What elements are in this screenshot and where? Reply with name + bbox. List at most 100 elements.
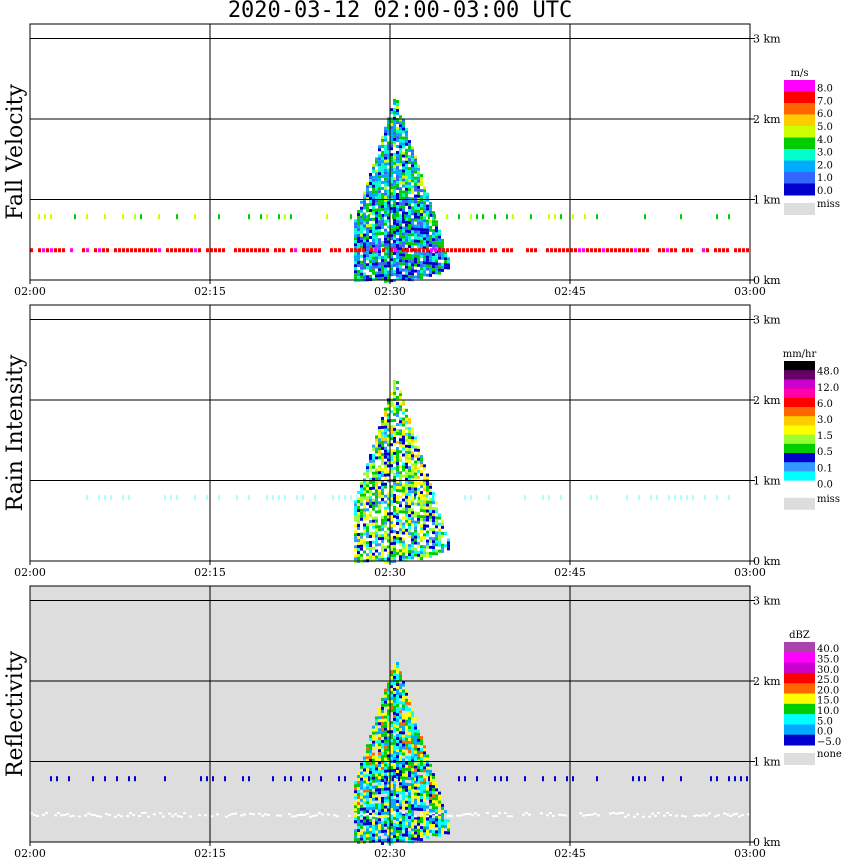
echo-cell: [384, 138, 387, 142]
noise-cell: [510, 815, 513, 818]
echo-cell: [405, 519, 408, 523]
echo-cell: [399, 519, 402, 523]
echo-cell: [369, 229, 372, 233]
echo-cell: [372, 758, 375, 762]
echo-cell: [357, 270, 360, 274]
echo-cell: [381, 784, 384, 788]
noise-cell: [642, 815, 645, 818]
echo-cell: [378, 253, 381, 257]
echo-cell: [432, 776, 435, 780]
echo-cell: [411, 819, 414, 823]
echo-cell: [387, 141, 390, 145]
interference-cell: [670, 248, 673, 253]
echo-cell: [366, 496, 369, 500]
echo-cell: [387, 183, 390, 187]
colorbar-swatch: [784, 103, 815, 115]
echo-cell: [357, 237, 360, 241]
echo-cell: [402, 749, 405, 753]
echo-cell: [384, 757, 387, 761]
echo-cell: [399, 139, 402, 143]
interference-cell: [182, 248, 185, 253]
echo-cell: [354, 781, 357, 785]
noise-cell: [348, 814, 351, 817]
echo-cell: [435, 528, 438, 532]
echo-cell: [369, 773, 372, 777]
echo-dot: [248, 495, 250, 501]
echo-dot: [392, 214, 394, 220]
echo-cell: [405, 827, 408, 831]
interference-cell: [742, 248, 745, 253]
interference-cell: [138, 248, 141, 253]
echo-cell: [357, 243, 360, 247]
echo-cell: [357, 554, 360, 558]
echo-cell: [399, 525, 402, 529]
echo-cell: [405, 154, 408, 158]
echo-cell: [423, 246, 426, 250]
echo-cell: [441, 534, 444, 538]
echo-cell: [393, 251, 396, 255]
echo-cell: [372, 794, 375, 798]
noise-cell: [651, 812, 654, 815]
echo-cell: [399, 671, 402, 675]
echo-cell: [420, 234, 423, 238]
echo-cell: [381, 485, 384, 489]
noise-cell: [528, 813, 531, 816]
interference-cell: [354, 248, 357, 253]
echo-cell: [423, 530, 426, 534]
echo-cell: [408, 801, 411, 805]
echo-cell: [357, 841, 360, 845]
echo-cell: [357, 826, 360, 830]
echo-cell: [363, 523, 366, 527]
echo-cell: [399, 471, 402, 475]
interference-cell: [350, 248, 353, 253]
echo-cell: [366, 756, 369, 760]
echo-cell: [411, 741, 414, 745]
echo-cell: [375, 223, 378, 227]
echo-cell: [393, 182, 396, 186]
echo-cell: [375, 256, 378, 260]
echo-cell: [402, 824, 405, 828]
noise-cell: [333, 814, 336, 817]
echo-cell: [381, 542, 384, 546]
interference-cell: [314, 248, 317, 253]
echo-cell: [387, 772, 390, 776]
echo-cell: [408, 729, 411, 733]
interference-cell: [434, 248, 437, 253]
echo-cell: [384, 228, 387, 232]
echo-cell: [396, 414, 399, 418]
echo-cell: [378, 752, 381, 756]
echo-cell: [360, 221, 363, 225]
echo-cell: [429, 784, 432, 788]
echo-cell: [426, 811, 429, 815]
echo-cell: [396, 196, 399, 200]
echo-cell: [393, 451, 396, 455]
echo-dot: [206, 776, 208, 782]
echo-cell: [426, 473, 429, 477]
echo-cell: [405, 537, 408, 541]
echo-cell: [387, 509, 390, 513]
echo-cell: [372, 265, 375, 269]
echo-cell: [411, 158, 414, 162]
echo-cell: [381, 539, 384, 543]
echo-cell: [435, 812, 438, 816]
echo-cell: [408, 460, 411, 464]
echo-cell: [420, 482, 423, 486]
echo-cell: [387, 231, 390, 235]
echo-cell: [420, 790, 423, 794]
echo-cell: [366, 535, 369, 539]
echo-cell: [387, 545, 390, 549]
echo-dot: [506, 214, 508, 220]
echo-cell: [375, 839, 378, 843]
echo-cell: [423, 503, 426, 507]
echo-cell: [417, 272, 420, 276]
echo-cell: [384, 733, 387, 737]
echo-cell: [411, 221, 414, 225]
echo-cell: [402, 492, 405, 496]
echo-cell: [360, 804, 363, 808]
echo-cell: [441, 546, 444, 550]
echo-cell: [393, 735, 396, 739]
echo-cell: [423, 267, 426, 271]
echo-cell: [390, 237, 393, 241]
echo-cell: [381, 787, 384, 791]
echo-cell: [402, 537, 405, 541]
